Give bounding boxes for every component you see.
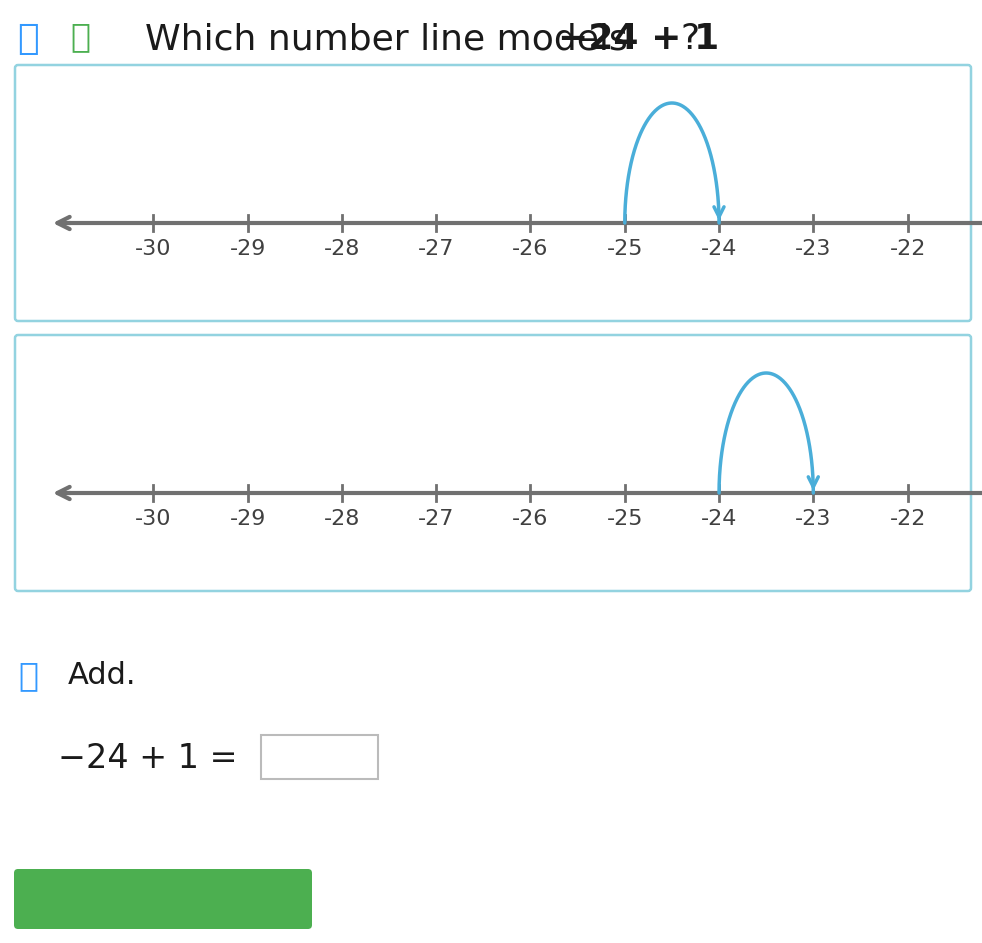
Text: -26: -26 [513, 509, 549, 529]
Text: -29: -29 [230, 509, 266, 529]
Text: -28: -28 [324, 239, 360, 259]
Text: Which number line models: Which number line models [145, 22, 639, 56]
Text: -23: -23 [795, 239, 832, 259]
Text: -29: -29 [230, 239, 266, 259]
Text: −24 + 1: −24 + 1 [558, 22, 719, 56]
Text: -22: -22 [890, 509, 926, 529]
Text: 🔊: 🔊 [18, 22, 39, 56]
Text: -24: -24 [701, 239, 737, 259]
Text: -25: -25 [607, 239, 643, 259]
FancyBboxPatch shape [14, 869, 312, 929]
FancyBboxPatch shape [15, 335, 971, 591]
Text: -30: -30 [136, 239, 172, 259]
Text: −24 + 1 =: −24 + 1 = [58, 741, 238, 774]
Text: -28: -28 [324, 509, 360, 529]
FancyBboxPatch shape [15, 65, 971, 321]
Text: ?: ? [680, 22, 699, 56]
Text: -24: -24 [701, 509, 737, 529]
Text: 🈶: 🈶 [70, 21, 90, 54]
Text: -27: -27 [418, 509, 455, 529]
Text: -23: -23 [795, 509, 832, 529]
Text: -22: -22 [890, 239, 926, 259]
Text: -26: -26 [513, 239, 549, 259]
Text: -27: -27 [418, 239, 455, 259]
Text: -30: -30 [136, 509, 172, 529]
FancyBboxPatch shape [261, 735, 378, 779]
Text: 🔊: 🔊 [18, 659, 38, 692]
Text: -25: -25 [607, 509, 643, 529]
Text: Add.: Add. [68, 661, 136, 690]
